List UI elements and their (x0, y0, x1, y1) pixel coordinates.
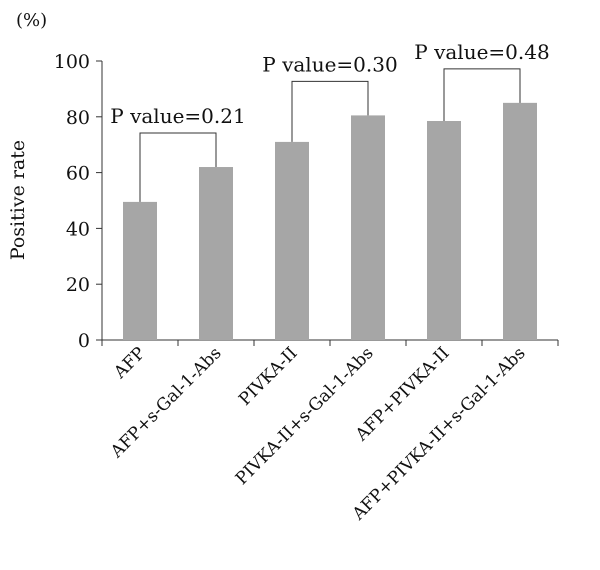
bar (351, 115, 385, 340)
bar (427, 120, 461, 340)
bar (123, 201, 157, 340)
p-value-label: P value=0.30 (262, 52, 397, 76)
significance-bracket (443, 68, 521, 121)
x-tick-label: PIVKA-II (235, 343, 301, 409)
y-tick-label: 60 (66, 163, 90, 185)
bar (503, 102, 537, 340)
y-tick-label: 80 (66, 107, 90, 129)
bar (199, 167, 233, 340)
significance-bracket (291, 80, 369, 142)
y-tick-label: 100 (54, 51, 90, 73)
y-axis-label: Positive rate (7, 140, 29, 260)
y-unit-label: (%) (16, 10, 47, 31)
x-category-ticks (101, 340, 559, 346)
significance-bracket (139, 132, 217, 202)
p-value-label: P value=0.21 (110, 104, 245, 128)
bar (275, 141, 309, 340)
x-tick-label: PIVKA-II+s-Gal-1-Abs (232, 343, 378, 489)
p-value-label: P value=0.48 (414, 40, 549, 64)
y-axis-ticks: 0 20 40 60 80 100 (54, 51, 102, 352)
x-tick-label: AFP (110, 343, 150, 383)
y-tick-label: 20 (66, 274, 90, 296)
y-tick-label: 0 (78, 330, 90, 352)
bars (123, 102, 537, 340)
y-tick-label: 40 (66, 218, 90, 240)
significance-brackets: P value=0.21 P value=0.30 P value=0.48 (110, 40, 550, 202)
